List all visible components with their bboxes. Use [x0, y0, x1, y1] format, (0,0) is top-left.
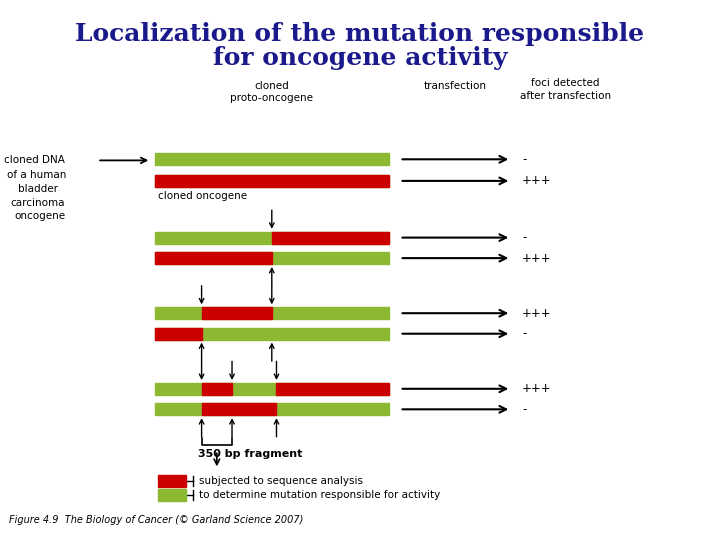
- Bar: [202, 403, 276, 415]
- Bar: [202, 383, 232, 395]
- Text: -: -: [522, 231, 526, 244]
- Bar: [155, 383, 389, 395]
- Text: cloned
proto-oncogene: cloned proto-oncogene: [230, 81, 313, 103]
- Bar: [155, 232, 389, 244]
- Bar: [155, 252, 272, 264]
- Text: oncogene: oncogene: [14, 211, 66, 221]
- Text: transfection: transfection: [424, 81, 487, 91]
- Text: +++: +++: [522, 252, 552, 265]
- Text: -: -: [522, 153, 526, 166]
- Text: Figure 4.9  The Biology of Cancer (© Garland Science 2007): Figure 4.9 The Biology of Cancer (© Garl…: [9, 515, 303, 525]
- Text: +++: +++: [522, 307, 552, 320]
- Text: 350 bp fragment: 350 bp fragment: [198, 449, 302, 460]
- Bar: [202, 307, 272, 319]
- Text: for oncogene activity: for oncogene activity: [212, 46, 508, 70]
- Text: +++: +++: [522, 174, 552, 187]
- Text: of a human: of a human: [7, 171, 66, 180]
- Text: cloned DNA: cloned DNA: [4, 156, 65, 165]
- Bar: [155, 307, 389, 319]
- Text: +++: +++: [522, 382, 552, 395]
- Bar: [155, 153, 389, 165]
- Text: bladder: bladder: [18, 184, 58, 194]
- Bar: [272, 232, 389, 244]
- Bar: [158, 475, 186, 487]
- Bar: [155, 328, 389, 340]
- Text: -: -: [522, 403, 526, 416]
- Bar: [155, 252, 389, 264]
- Bar: [155, 403, 389, 415]
- Text: -: -: [522, 327, 526, 340]
- Text: subjected to sequence analysis: subjected to sequence analysis: [199, 476, 363, 486]
- Bar: [276, 383, 389, 395]
- Text: foci detected
after transfection: foci detected after transfection: [520, 78, 611, 100]
- Bar: [155, 328, 202, 340]
- Bar: [155, 175, 389, 187]
- Text: cloned oncogene: cloned oncogene: [158, 191, 248, 201]
- Text: Localization of the mutation responsible: Localization of the mutation responsible: [76, 22, 644, 45]
- Text: to determine mutation responsible for activity: to determine mutation responsible for ac…: [199, 490, 440, 500]
- Bar: [158, 489, 186, 501]
- Text: carcinoma: carcinoma: [11, 198, 66, 207]
- Bar: [155, 175, 389, 187]
